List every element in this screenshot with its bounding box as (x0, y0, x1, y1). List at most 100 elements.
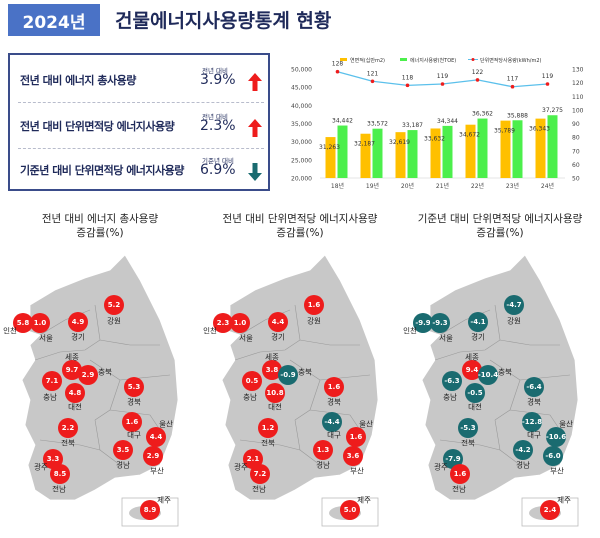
region-value-bubble: 10.8 (265, 383, 285, 403)
region-value-bubble: -4.7 (504, 295, 524, 315)
region-value-bubble: 4.8 (65, 383, 85, 403)
region-label: 충남 (443, 392, 457, 402)
kpi-row-baseline-unit-energy: 기준년 대비 단위면적당 에너지사용량 기준년 대비 6.9% (10, 147, 268, 192)
svg-text:20,000: 20,000 (291, 176, 312, 183)
region-label: 울산 (359, 419, 373, 429)
region-value-bubble: -6.4 (524, 377, 544, 397)
region-label: 강원 (507, 316, 521, 326)
svg-text:50,000: 50,000 (291, 67, 312, 74)
region-label: 경기 (471, 332, 485, 342)
region-value-bubble: 4.4 (268, 312, 288, 332)
region-value-bubble: 5.0 (340, 500, 360, 520)
region-value-bubble: 2.9 (78, 365, 98, 385)
region-label: 강원 (307, 316, 321, 326)
region-label: 부산 (550, 466, 564, 476)
svg-text:34,672: 34,672 (459, 132, 480, 139)
svg-text:60: 60 (572, 162, 580, 169)
region-value-bubble: 8.5 (50, 464, 70, 484)
svg-text:121: 121 (367, 70, 379, 77)
kpi-row-unit-energy: 전년 대비 단위면적당 에너지사용량 전년 대비 2.3% (10, 103, 268, 148)
korea-outline (421, 254, 579, 527)
arrow-down-icon (248, 163, 262, 181)
region-label: 충남 (243, 392, 257, 402)
region-label: 전북 (261, 438, 275, 448)
korea-outline (21, 254, 179, 527)
region-value-bubble: 1.3 (313, 440, 333, 460)
region-value-bubble: 5.3 (124, 377, 144, 397)
kpi-value: 2.3% (200, 118, 236, 134)
region-value-bubble: 5.8 (13, 313, 33, 333)
region-label: 광주 (234, 462, 248, 472)
region-label: 대전 (468, 402, 482, 412)
korea-map-1: 5.8 인천 1.0 서울 4.9 경기 5.2 강원 9.7 세종 2.9 충북 7.1 충남 4.8 대전… (0, 250, 200, 534)
svg-text:24년: 24년 (541, 182, 554, 190)
svg-text:33,632: 33,632 (424, 135, 445, 142)
region-value-bubble: 2.4 (540, 500, 560, 520)
region-value-bubble: 1.0 (30, 313, 50, 333)
svg-text:단위면적당사용량(kWh/m2): 단위면적당사용량(kWh/m2) (480, 57, 541, 64)
region-label: 전남 (452, 484, 466, 494)
region-label: 부산 (350, 466, 364, 476)
region-value-bubble: 9.4 (462, 360, 482, 380)
page-title: 건물에너지사용량통계 현황 (115, 10, 332, 32)
svg-text:119: 119 (437, 73, 449, 80)
region-value-bubble: 1.6 (304, 295, 324, 315)
region-value-bubble: 1.2 (258, 418, 278, 438)
region-label: 충남 (43, 392, 57, 402)
region-label: 대구 (127, 430, 141, 440)
region-value-bubble: 2.9 (143, 446, 163, 466)
region-label: 충북 (298, 367, 312, 377)
region-value-bubble: -6.3 (442, 371, 462, 391)
region-value-bubble: 3.5 (113, 440, 133, 460)
region-label: 서울 (239, 333, 253, 343)
svg-text:110: 110 (572, 94, 584, 101)
region-label: 울산 (159, 419, 173, 429)
svg-text:50: 50 (572, 176, 580, 183)
region-value-bubble: 3.8 (262, 360, 282, 380)
kpi-value: 6.9% (200, 162, 236, 178)
region-label: 제주 (357, 495, 371, 505)
region-value-bubble: 4.9 (68, 312, 88, 332)
region-label: 대전 (68, 402, 82, 412)
region-label: 서울 (439, 333, 453, 343)
region-value-bubble: 4.4 (146, 427, 166, 447)
region-label: 경북 (327, 397, 341, 407)
region-label: 부산 (150, 466, 164, 476)
svg-text:30,000: 30,000 (291, 139, 312, 146)
svg-text:90: 90 (572, 121, 580, 128)
region-value-bubble: -4.4 (322, 412, 342, 432)
region-value-bubble: 1.6 (346, 427, 366, 447)
svg-text:35,789: 35,789 (494, 128, 515, 135)
kpi-sub: 전년 대비 (202, 113, 228, 121)
svg-text:20년: 20년 (401, 182, 414, 190)
region-label: 전북 (461, 438, 475, 448)
svg-text:19년: 19년 (366, 182, 379, 190)
region-value-bubble: -9.9 (413, 313, 433, 333)
korea-map-2: 2.3 인천 1.0 서울 4.4 경기 1.6 강원 3.8 세종 -0.9 충북 0.5 충남 10.8… (200, 250, 400, 534)
kpi-value: 3.9% (200, 72, 236, 88)
svg-text:40,000: 40,000 (291, 103, 312, 110)
region-value-bubble: 5.2 (104, 295, 124, 315)
region-label: 서울 (39, 333, 53, 343)
divider (18, 148, 264, 149)
region-label: 광주 (34, 462, 48, 472)
svg-text:122: 122 (472, 69, 484, 76)
region-label: 제주 (557, 495, 571, 505)
region-label: 광주 (434, 462, 448, 472)
region-value-bubble: -12.8 (522, 412, 542, 432)
region-value-bubble: 7.1 (42, 371, 62, 391)
region-value-bubble: -4.2 (513, 440, 533, 460)
svg-text:130: 130 (572, 67, 584, 74)
region-label: 전남 (252, 484, 266, 494)
region-label: 경남 (316, 460, 330, 470)
kpi-sub: 전년 대비 (202, 67, 228, 75)
region-label: 세종 (65, 352, 79, 362)
kpi-label: 전년 대비 에너지 총사용량 (20, 73, 136, 87)
region-label: 제주 (157, 495, 171, 505)
region-value-bubble: 1.0 (230, 313, 250, 333)
svg-text:34,344: 34,344 (437, 118, 458, 125)
svg-text:33,572: 33,572 (367, 121, 388, 128)
region-label: 인천 (203, 326, 217, 336)
region-label: 경남 (516, 460, 530, 470)
svg-text:에너지사용량(천TOE): 에너지사용량(천TOE) (410, 57, 456, 64)
